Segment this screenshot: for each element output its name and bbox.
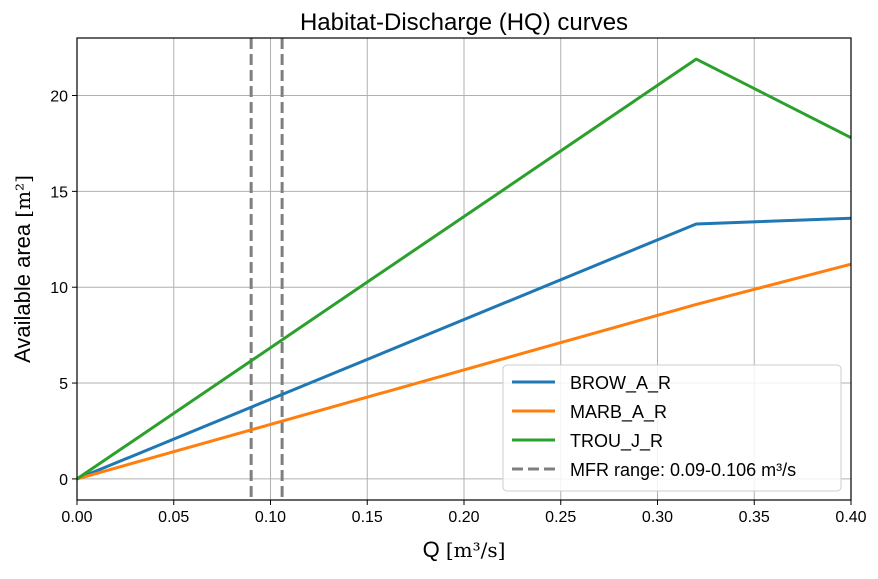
x-tick-label: 0.05 bbox=[158, 509, 189, 526]
y-tick-label: 5 bbox=[59, 376, 68, 393]
series-line-brow_a_r bbox=[76, 216, 852, 481]
x-tick-label: 0.30 bbox=[642, 509, 673, 526]
legend-label: MARB_A_R bbox=[570, 402, 667, 423]
legend-label: BROW_A_R bbox=[570, 373, 671, 394]
y-tick-label: 10 bbox=[50, 280, 68, 297]
legend-label: TROU_J_R bbox=[570, 431, 663, 452]
x-tick-label: 0.25 bbox=[545, 509, 576, 526]
series-line-trou_j_r bbox=[76, 57, 852, 481]
x-tick-label: 0.10 bbox=[255, 509, 286, 526]
y-tick-label: 15 bbox=[50, 184, 68, 201]
series-line-marb_a_r bbox=[76, 262, 852, 481]
x-tick-label: 0.15 bbox=[352, 509, 383, 526]
y-axis-label: Available area [m²] bbox=[10, 175, 35, 363]
y-tick-label: 20 bbox=[50, 89, 68, 106]
x-tick-label: 0.20 bbox=[448, 509, 479, 526]
x-tick-label: 0.00 bbox=[61, 509, 92, 526]
y-tick-label: 0 bbox=[59, 472, 68, 489]
legend-label: MFR range: 0.09-0.106 m³/s bbox=[570, 460, 796, 480]
chart-title: Habitat-Discharge (HQ) curves bbox=[300, 9, 628, 36]
legend: BROW_A_R MARB_A_R TROU_J_R MFR range: 0.09-… bbox=[502, 364, 842, 492]
x-axis-label: Q [m³/s] bbox=[423, 537, 506, 562]
x-tick-label: 0.40 bbox=[835, 509, 866, 526]
x-tick-label: 0.35 bbox=[739, 509, 770, 526]
